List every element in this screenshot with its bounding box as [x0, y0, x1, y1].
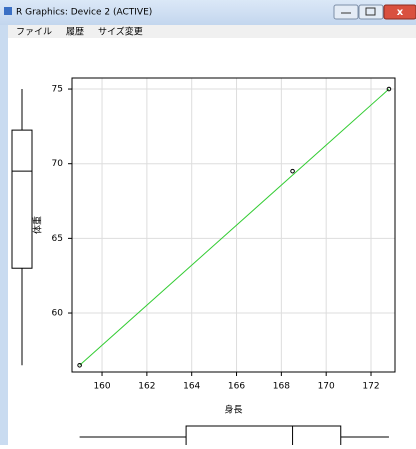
- x-tick-label: 164: [183, 382, 200, 392]
- point: [290, 168, 295, 174]
- x-axis-label: 身長: [224, 404, 242, 416]
- x-tick-label: 166: [228, 382, 245, 392]
- x-tick-label: 172: [362, 382, 379, 392]
- y-axis-label: 体重: [32, 216, 44, 234]
- x-tick-label: 170: [318, 382, 335, 392]
- x-tick-label: 160: [93, 382, 110, 392]
- box: [11, 129, 33, 269]
- plot: 160 162 164 166 168 170 172 60 65 70 75 身長 体重: [11, 77, 396, 449]
- y-tick-label: 70: [52, 159, 64, 169]
- plot-canvas: [8, 38, 416, 445]
- box: [185, 425, 342, 449]
- fit-line: [79, 88, 390, 366]
- x-tick-label: 168: [273, 382, 290, 392]
- y-tick-label: 65: [52, 234, 63, 244]
- close-icon: x: [397, 7, 404, 18]
- point: [386, 86, 392, 92]
- minimize-button[interactable]: [333, 4, 359, 20]
- app-icon: [4, 7, 12, 15]
- close-button[interactable]: [383, 4, 416, 20]
- maximize-icon: [365, 7, 376, 16]
- point: [77, 362, 82, 368]
- menu-item[interactable]: 履歴: [66, 27, 84, 38]
- menu-item[interactable]: ファイル: [16, 28, 52, 38]
- plot-border: [71, 77, 396, 373]
- menu: ファイル 履歴 サイズ変更: [16, 26, 143, 38]
- maximize-button[interactable]: [358, 4, 384, 20]
- y-tick-label: 60: [52, 309, 64, 319]
- menu-bar: [8, 25, 416, 38]
- window-title: R Graphics: Device 2 (ACTIVE): [16, 8, 152, 18]
- y-tick-label: 75: [52, 85, 63, 95]
- x-tick-label: 162: [138, 382, 155, 392]
- menu-item[interactable]: サイズ変更: [98, 26, 143, 38]
